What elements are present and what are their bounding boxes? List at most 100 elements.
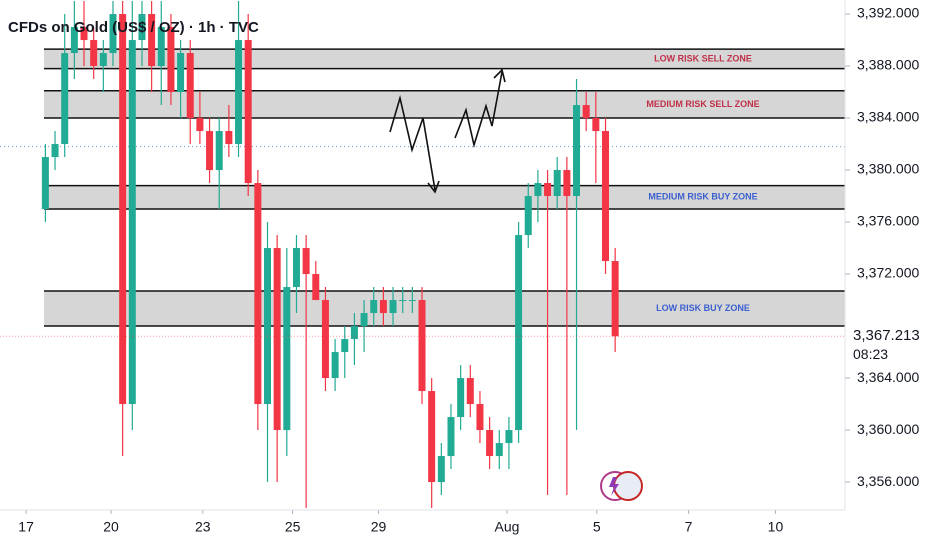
candle-body — [341, 339, 349, 353]
y-tick-label: 3,360.000 — [857, 421, 919, 437]
zone-band — [44, 90, 845, 119]
candle-body — [70, 27, 78, 54]
x-tick-label: 7 — [685, 519, 693, 535]
icon-bolt — [609, 477, 619, 496]
zone-band — [44, 185, 845, 210]
arrow-down-path — [389, 94, 436, 191]
arrow-head — [493, 68, 506, 83]
candle-body — [302, 248, 310, 275]
candle-body — [90, 40, 98, 67]
candle-body — [41, 157, 49, 210]
candle-body — [428, 391, 436, 483]
y-tick-label: 3,364.000 — [857, 369, 919, 385]
candle-body — [80, 27, 88, 41]
candle-body — [264, 248, 272, 405]
candle-body — [128, 40, 136, 405]
candle-body — [563, 170, 571, 197]
candle-body — [196, 118, 204, 132]
flag-icon — [600, 471, 643, 501]
candle-body — [534, 183, 542, 197]
candle-body — [51, 144, 59, 158]
candle-body — [379, 300, 387, 314]
candle-body — [292, 248, 300, 288]
candle-body — [476, 404, 484, 431]
arrow-up-path — [454, 71, 503, 149]
candle-body — [215, 131, 223, 171]
y-tick-label: 3,388.000 — [857, 57, 919, 73]
candle-body — [524, 196, 532, 236]
x-tick-label: Aug — [495, 519, 520, 535]
candle-body — [515, 235, 523, 431]
candle-body — [495, 443, 503, 457]
countdown-label: 08:23 — [853, 346, 888, 362]
last-price-box — [846, 324, 932, 367]
candle-body — [119, 14, 127, 405]
x-tick-label: 17 — [18, 519, 34, 535]
plot-area: LOW RISK SELL ZONE MEDIUM RISK SELL ZONE M… — [0, 1, 845, 509]
candle-body — [312, 274, 320, 301]
candle-body — [466, 378, 474, 405]
x-tick-label: 23 — [195, 519, 211, 535]
chart-title: CFDs on Gold (US$ / OZ) · 1h · TVC — [8, 19, 259, 36]
x-tick-label: 25 — [285, 519, 301, 535]
candle-body — [225, 131, 233, 145]
candle-body — [235, 40, 243, 145]
candle-body — [167, 27, 175, 93]
candle-body — [283, 287, 291, 431]
candle-body — [447, 417, 455, 457]
candle-body — [457, 378, 465, 418]
candle-body — [109, 14, 117, 54]
candle-body — [273, 248, 281, 431]
candle-body — [399, 300, 407, 302]
zone-label: LOW RISK BUY ZONE — [656, 303, 750, 313]
last-price-label: 3,367.213 — [853, 327, 920, 344]
candle-body — [360, 313, 368, 327]
candle-body — [177, 53, 185, 93]
y-tick-label: 3,384.000 — [857, 109, 919, 125]
candle-body — [573, 105, 581, 197]
candle-body — [244, 40, 252, 184]
candle-body — [99, 53, 107, 67]
candle-body — [148, 14, 156, 67]
candle-body — [350, 326, 358, 340]
candle-body — [505, 430, 513, 444]
candle-body — [553, 170, 561, 197]
candle-body — [389, 300, 397, 314]
y-tick-label: 3,376.000 — [857, 213, 919, 229]
candle-body — [138, 14, 146, 41]
candle-body — [544, 183, 552, 197]
candle-body — [611, 261, 619, 337]
candle-body — [437, 456, 445, 483]
arrow-head — [427, 180, 440, 194]
candle-body — [157, 27, 165, 67]
candle-body — [592, 118, 600, 132]
candle-body — [418, 300, 426, 392]
x-tick-label: 5 — [593, 519, 601, 535]
x-tick-label: 20 — [103, 519, 119, 535]
zone-label: MEDIUM RISK SELL ZONE — [646, 99, 759, 109]
candle-body — [602, 131, 610, 262]
zone-band — [44, 49, 845, 69]
y-tick-label: 3,380.000 — [857, 161, 919, 177]
candle-body — [186, 53, 194, 119]
candle-body — [370, 300, 378, 314]
candle-body — [61, 53, 69, 145]
candle-body — [254, 183, 262, 405]
x-tick-label: 10 — [768, 519, 784, 535]
candle-body — [582, 105, 590, 119]
icon-ring — [613, 471, 643, 501]
candle-body — [321, 300, 329, 379]
zone-label: MEDIUM RISK BUY ZONE — [648, 192, 757, 202]
candle-body — [408, 300, 416, 302]
candle-body — [206, 131, 214, 171]
candle-body — [486, 430, 494, 457]
y-tick-label: 3,356.000 — [857, 473, 919, 489]
annotation-arrows — [389, 68, 506, 194]
x-tick-label: 29 — [371, 519, 387, 535]
y-tick-label: 3,372.000 — [857, 265, 919, 281]
zone-label: LOW RISK SELL ZONE — [654, 53, 752, 63]
y-tick-label: 3,392.000 — [857, 5, 919, 21]
zone-band — [44, 290, 845, 327]
